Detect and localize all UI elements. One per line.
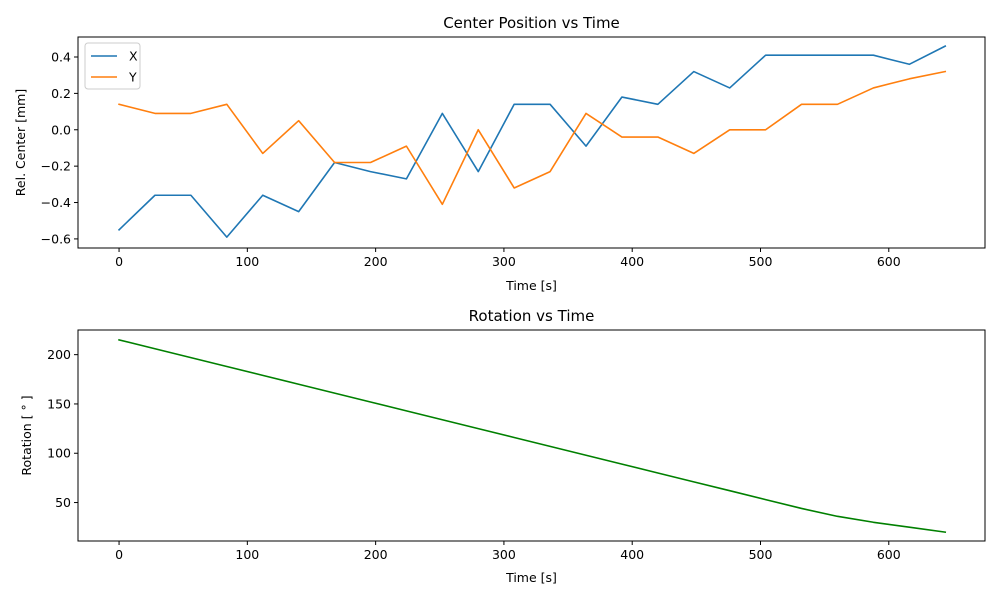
rotation-chart: Rotation vs Time Time [s] Rotation [ ° ]… <box>19 307 986 585</box>
x-tick-label: 500 <box>749 254 773 269</box>
x-tick-label: 300 <box>492 547 516 562</box>
x-tick-label: 100 <box>235 254 259 269</box>
x-axis-ticks: 0 100 200 300 400 500 600 <box>115 248 901 269</box>
y-axis-label: Rel. Center [mm] <box>13 89 28 196</box>
x-tick-label: 600 <box>877 254 901 269</box>
x-tick-label: 200 <box>364 547 388 562</box>
x-tick-label: 300 <box>492 254 516 269</box>
x-axis-ticks: 0 100 200 300 400 500 600 <box>115 541 901 562</box>
data-lines <box>118 338 947 534</box>
plot-area-frame <box>77 36 986 249</box>
x-tick-label: 200 <box>364 254 388 269</box>
series-line-y <box>118 70 947 206</box>
x-tick-label: 0 <box>115 254 123 269</box>
series-line-x <box>117 45 947 238</box>
x-tick-label: 100 <box>235 547 259 562</box>
series-line-rotation <box>118 338 947 534</box>
y-axis-label: Rotation [ ° ] <box>19 395 34 475</box>
chart-title: Rotation vs Time <box>469 307 595 325</box>
y-tick-label: −0.6 <box>41 231 71 246</box>
data-lines <box>117 45 947 238</box>
chart-title: Center Position vs Time <box>443 14 620 32</box>
legend-label-x: X <box>129 49 138 64</box>
legend-label-y: Y <box>128 70 137 85</box>
y-tick-label: 0.0 <box>51 122 71 137</box>
y-axis-ticks: −0.6 −0.4 −0.2 0.0 0.2 0.4 <box>41 50 78 246</box>
y-tick-label: 200 <box>47 347 71 362</box>
legend: X Y <box>84 42 141 90</box>
x-tick-label: 600 <box>877 547 901 562</box>
x-tick-label: 500 <box>749 547 773 562</box>
x-axis-label: Time [s] <box>505 278 557 293</box>
plot-area-frame <box>77 329 986 542</box>
y-axis-ticks: 50 100 150 200 <box>47 347 78 510</box>
x-axis-label: Time [s] <box>505 570 557 585</box>
y-tick-label: −0.2 <box>41 159 71 174</box>
y-tick-label: 150 <box>47 396 71 411</box>
x-tick-label: 0 <box>115 547 123 562</box>
x-tick-label: 400 <box>620 254 644 269</box>
y-tick-label: 0.4 <box>51 50 71 65</box>
center-position-chart: Center Position vs Time Time [s] Rel. Ce… <box>13 14 986 293</box>
y-tick-label: 100 <box>47 446 71 461</box>
x-tick-label: 400 <box>620 547 644 562</box>
y-tick-label: 0.2 <box>51 86 71 101</box>
y-tick-label: 50 <box>55 495 71 510</box>
y-tick-label: −0.4 <box>41 195 71 210</box>
